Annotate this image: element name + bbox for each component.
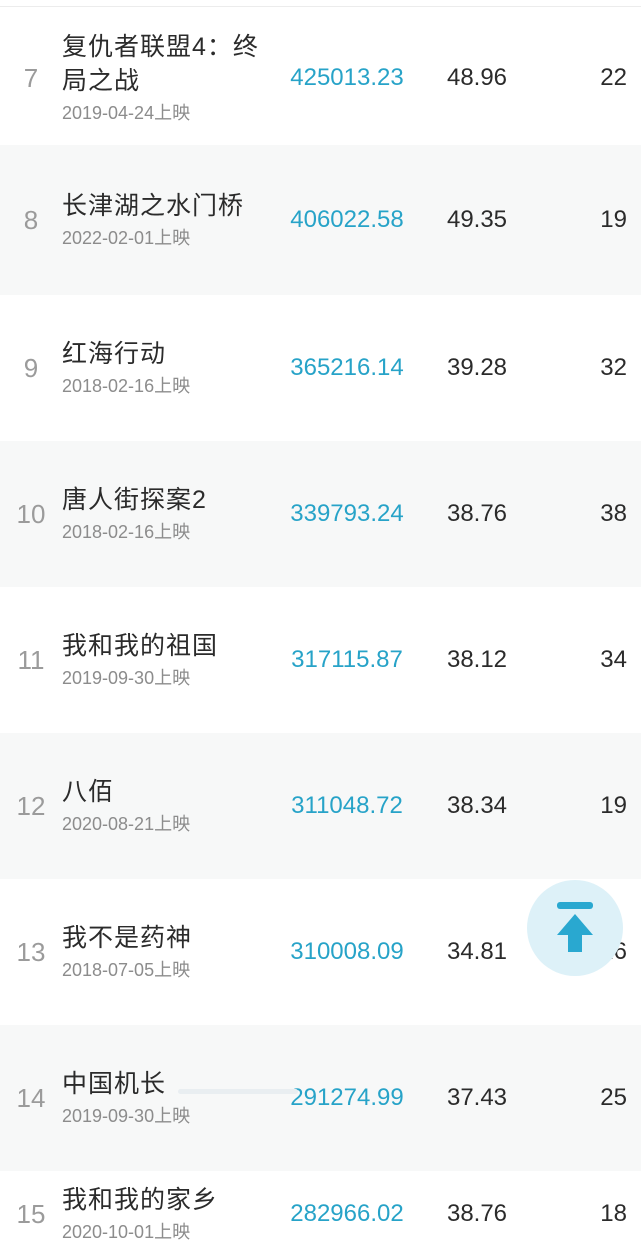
- movie-title: 中国机长: [62, 1070, 167, 1098]
- release-date: 2018-07-05上映: [62, 960, 191, 980]
- movie-info-cell[interactable]: 中国机长 2019-09-30上映: [62, 1067, 272, 1129]
- rank-cell: 8: [23, 204, 39, 235]
- rank-cell: 13: [16, 936, 46, 967]
- people-count-cell: 22: [600, 64, 627, 91]
- movie-info-cell[interactable]: 复仇者联盟4：终局之战 2019-04-24上映: [62, 30, 272, 126]
- movie-info-cell[interactable]: 我和我的家乡 2020-10-01上映: [62, 1183, 272, 1245]
- avg-price-cell: 39.28: [446, 354, 508, 381]
- movie-title: 我不是药神: [62, 924, 193, 952]
- movie-title: 唐人街探案2: [62, 486, 207, 514]
- release-date: 2022-02-01上映: [62, 228, 191, 248]
- box-office-cell: 317115.87: [291, 646, 403, 673]
- avg-price-cell: 49.35: [446, 206, 508, 233]
- movie-title: 长津湖之水门桥: [62, 192, 245, 220]
- rank-cell: 15: [16, 1198, 46, 1229]
- table-row[interactable]: 11 我和我的祖国 2019-09-30上映 317115.87 38.12 3…: [0, 587, 641, 733]
- rank-cell: 14: [16, 1082, 46, 1113]
- rank-cell: 9: [23, 352, 39, 383]
- movie-title: 我和我的家乡: [62, 1186, 219, 1214]
- box-office-cell: 425013.23: [290, 64, 404, 91]
- movie-info-cell[interactable]: 我不是药神 2018-07-05上映: [62, 921, 272, 983]
- movie-info-cell[interactable]: 唐人街探案2 2018-02-16上映: [62, 483, 272, 545]
- people-count-cell: 18: [600, 1200, 627, 1227]
- movie-title: 红海行动: [62, 340, 167, 368]
- avg-price-cell: 38.76: [446, 500, 508, 527]
- box-office-cell: 310008.09: [290, 938, 404, 965]
- avg-price-cell: 48.96: [446, 64, 508, 91]
- people-count-cell: 19: [600, 206, 627, 233]
- people-count-cell: 19: [600, 792, 627, 819]
- table-row[interactable]: 8 长津湖之水门桥 2022-02-01上映 406022.58 49.35 1…: [0, 145, 641, 295]
- scroll-indicator: [178, 1089, 298, 1094]
- rank-cell: 11: [17, 644, 45, 675]
- table-row[interactable]: 12 八佰 2020-08-21上映 311048.72 38.34 19: [0, 733, 641, 879]
- movie-info-cell[interactable]: 红海行动 2018-02-16上映: [62, 337, 272, 399]
- movie-title: 八佰: [62, 778, 115, 806]
- rank-cell: 10: [16, 498, 46, 529]
- table-row[interactable]: 10 唐人街探案2 2018-02-16上映 339793.24 38.76 3…: [0, 441, 641, 587]
- release-date: 2020-08-21上映: [62, 814, 191, 834]
- box-office-cell: 311048.72: [291, 792, 403, 819]
- rank-cell: 7: [23, 62, 39, 93]
- box-office-cell: 365216.14: [290, 354, 404, 381]
- avg-price-cell: 34.81: [446, 938, 508, 965]
- table-row[interactable]: 15 我和我的家乡 2020-10-01上映 282966.02 38.76 1…: [0, 1171, 641, 1257]
- avg-price-cell: 37.43: [446, 1084, 508, 1111]
- table-row[interactable]: 7 复仇者联盟4：终局之战 2019-04-24上映 425013.23 48.…: [0, 7, 641, 145]
- people-count-cell: 25: [600, 1084, 627, 1111]
- avg-price-cell: 38.34: [446, 792, 508, 819]
- movie-ranking-list[interactable]: 7 复仇者联盟4：终局之战 2019-04-24上映 425013.23 48.…: [0, 7, 641, 1257]
- movie-info-cell[interactable]: 我和我的祖国 2019-09-30上映: [62, 629, 272, 691]
- table-row[interactable]: 14 中国机长 2019-09-30上映 291274.99 37.43 25: [0, 1025, 641, 1171]
- movie-title: 我和我的祖国: [62, 632, 219, 660]
- release-date: 2019-09-30上映: [62, 1106, 191, 1126]
- release-date: 2018-02-16上映: [62, 522, 191, 542]
- people-count-cell: 34: [600, 646, 627, 673]
- box-office-cell: 339793.24: [290, 500, 404, 527]
- people-count-cell: 32: [600, 354, 627, 381]
- avg-price-cell: 38.76: [446, 1200, 508, 1227]
- release-date: 2018-02-16上映: [62, 376, 191, 396]
- list-top-edge: [0, 0, 641, 7]
- movie-info-cell[interactable]: 八佰 2020-08-21上映: [62, 775, 272, 837]
- box-office-cell: 406022.58: [290, 206, 404, 233]
- release-date: 2019-09-30上映: [62, 668, 191, 688]
- avg-price-cell: 38.12: [446, 646, 508, 673]
- release-date: 2020-10-01上映: [62, 1222, 191, 1242]
- people-count-cell: 38: [600, 500, 627, 527]
- release-date: 2019-04-24上映: [62, 103, 191, 123]
- movie-info-cell[interactable]: 长津湖之水门桥 2022-02-01上映: [62, 189, 272, 251]
- arrow-up-icon: [548, 900, 602, 956]
- box-office-cell: 282966.02: [290, 1200, 404, 1227]
- table-row[interactable]: 9 红海行动 2018-02-16上映 365216.14 39.28 32: [0, 295, 641, 441]
- movie-title: 复仇者联盟4：终局之战: [62, 33, 259, 95]
- rank-cell: 12: [16, 790, 46, 821]
- back-to-top-button[interactable]: [527, 880, 623, 976]
